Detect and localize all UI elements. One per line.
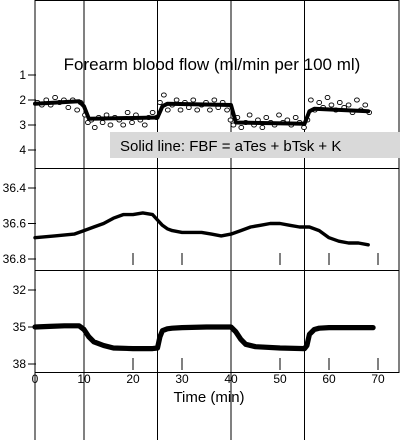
panel-3-y-tick-label-35: 35 bbox=[13, 320, 27, 334]
panel-1-data-point bbox=[345, 102, 352, 108]
panel-1-data-point bbox=[99, 119, 106, 126]
panel-1-data-point bbox=[161, 92, 167, 98]
panel-1-data-point bbox=[194, 107, 201, 113]
panel-2-y-tick-label-36.6: 36.6 bbox=[3, 217, 27, 231]
panel-1-data-point bbox=[120, 122, 127, 128]
x-tick-label-60: 60 bbox=[322, 372, 336, 386]
tick-labels: 1 2 3 4 36.4 36.6 36.8 32 35 38 0 10 20 30 40 50 60 70 bbox=[3, 68, 385, 386]
panel-1-data-point bbox=[149, 109, 156, 116]
x-tick-label-0: 0 bbox=[32, 372, 39, 386]
panel-1-y-tick-label-1: 1 bbox=[19, 68, 26, 82]
panel-1-data-point bbox=[173, 97, 180, 103]
x-tick-label-10: 10 bbox=[77, 372, 91, 386]
panel-1-data-point bbox=[65, 104, 72, 111]
annotation-box bbox=[110, 132, 400, 158]
panel-1-data-point bbox=[207, 107, 213, 113]
panel-1-series-2-line bbox=[33, 99, 371, 126]
panel-1-data-point bbox=[177, 107, 184, 113]
panel-1-data-point bbox=[52, 94, 58, 101]
panel-3-y-tick-label-38: 38 bbox=[13, 357, 27, 371]
x-axis-title: Time (min) bbox=[173, 389, 244, 406]
panel-1-data-point bbox=[164, 107, 171, 113]
panel-1-data-point bbox=[190, 97, 197, 103]
panel-frames bbox=[34, 0, 400, 373]
panel-1-data-point bbox=[354, 97, 360, 103]
x-tick-label-30: 30 bbox=[175, 372, 189, 386]
panel-2-y-tick-label-36.4: 36.4 bbox=[3, 181, 27, 195]
panel-3-frame bbox=[34, 270, 400, 373]
panel-1-data-point bbox=[292, 114, 299, 121]
panel-1-data-point bbox=[224, 107, 230, 113]
panel-1-data-point bbox=[362, 102, 369, 108]
panel-1-data-point bbox=[157, 99, 163, 106]
panel-1-data-point bbox=[227, 117, 234, 123]
panel-1-data-point bbox=[107, 122, 114, 128]
panel-1-data-point bbox=[129, 119, 135, 126]
panel-1-data-point bbox=[328, 102, 335, 108]
panel-1-data-point bbox=[316, 99, 323, 106]
x-tick-label-50: 50 bbox=[273, 372, 287, 386]
panel-1-data-point bbox=[263, 114, 270, 121]
panel-1-data-point bbox=[74, 107, 80, 113]
panel-1-data-point bbox=[276, 112, 282, 118]
panel-1-data-point bbox=[211, 97, 218, 103]
panel-3-y-tick-label-32: 32 bbox=[13, 283, 27, 297]
panel-1-data-point bbox=[246, 112, 253, 118]
panel-2-y-tick-label-36.8: 36.8 bbox=[3, 252, 27, 266]
panel-1-y-tick-label-4: 4 bbox=[19, 143, 26, 157]
panel-1-data-point bbox=[141, 122, 148, 128]
panel-1-data-point bbox=[308, 97, 314, 103]
panel-1-y-tick-label-3: 3 bbox=[19, 118, 26, 132]
panel-1-data-point bbox=[259, 124, 266, 131]
panel-1-data-point bbox=[124, 109, 131, 116]
panel-1-data-point bbox=[91, 124, 98, 131]
panel-1-y-tick-label-2: 2 bbox=[19, 93, 26, 107]
chart-title: Forearm blood flow (ml/min per 100 ml) bbox=[64, 55, 361, 74]
x-tick-label-40: 40 bbox=[224, 372, 238, 386]
x-tick-label-70: 70 bbox=[371, 372, 385, 386]
data-series bbox=[32, 92, 376, 352]
panel-2-series-1-line bbox=[33, 211, 370, 247]
panel-1-data-point bbox=[301, 124, 307, 131]
x-tick-label-20: 20 bbox=[126, 372, 140, 386]
panel-1-data-point bbox=[238, 124, 245, 131]
panel-3-series-1-line bbox=[32, 323, 376, 352]
panel-1-data-point bbox=[324, 94, 331, 101]
panel-1-data-point bbox=[336, 99, 343, 106]
annotation-text: Solid line: FBF = aTes + bTsk + K bbox=[120, 138, 341, 155]
